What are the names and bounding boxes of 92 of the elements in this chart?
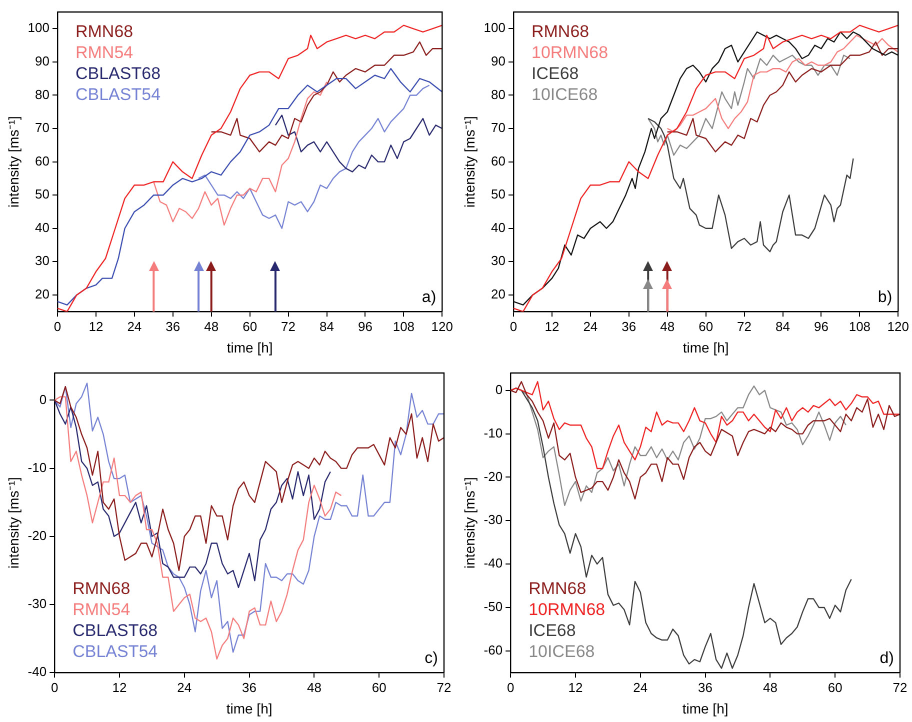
annotation: b)	[878, 289, 892, 306]
text: RMN54	[75, 43, 134, 62]
y-tick-label: 20	[35, 286, 50, 302]
y-tick-label: 70	[491, 120, 506, 136]
x-tick-label: 12	[568, 680, 583, 695]
x-tick-label: 12	[544, 318, 560, 334]
y-tick-label: 80	[35, 86, 50, 102]
x-tick-label: 48	[660, 318, 675, 334]
y-tick-label: 60	[491, 153, 506, 168]
text: 10ICE68	[531, 85, 598, 104]
x-tick-label: 84	[320, 318, 334, 334]
y-tick-label: 100	[28, 20, 50, 36]
x-tick-label: 36	[622, 318, 636, 334]
y-tick-label: -10	[28, 460, 47, 475]
text: RMN54	[72, 600, 130, 619]
y-tick-label: 70	[35, 120, 50, 136]
x-axis-title: time [h]	[226, 700, 272, 716]
x-tick-label: 84	[776, 318, 790, 334]
text: CBLAST54	[72, 642, 158, 661]
text: RMN68	[75, 22, 134, 42]
x-tick-label: 12	[88, 318, 104, 334]
y-tick-label: -40	[484, 556, 503, 571]
x-tick-label: 60	[242, 318, 258, 334]
y-tick-label: 60	[35, 153, 50, 168]
y-tick-label: -50	[484, 599, 503, 614]
x-tick-label: 24	[177, 680, 192, 695]
y-tick-label: 50	[491, 186, 506, 202]
x-tick-label: 108	[848, 318, 871, 334]
x-tick-label: 0	[54, 318, 62, 334]
x-tick-label: 96	[814, 318, 828, 334]
text: RMN68	[528, 578, 586, 598]
y-axis-title: intensity [ms⁻¹]	[461, 116, 478, 208]
x-tick-label: 120	[431, 318, 454, 334]
x-tick-label: 36	[242, 680, 257, 695]
text: 10RMN68	[531, 43, 608, 62]
y-tick-label: 50	[35, 186, 50, 202]
x-tick-label: 72	[436, 680, 452, 695]
y-tick-label: -10	[484, 425, 503, 440]
x-tick-label: 60	[698, 318, 714, 334]
y-tick-label: -30	[484, 512, 503, 528]
x-tick-label: 12	[112, 680, 127, 695]
y-axis-title: intensity [ms⁻¹]	[5, 116, 22, 208]
text: 10RMN68	[528, 600, 606, 619]
x-axis-title: time [h]	[682, 700, 728, 716]
y-tick-label: -40	[28, 664, 47, 680]
y-tick-label: 0	[495, 382, 503, 397]
text: ICE68	[528, 620, 576, 640]
annotation: d)	[880, 650, 894, 668]
x-tick-label: 0	[510, 318, 518, 334]
y-tick-label: 90	[491, 54, 506, 69]
y-axis-title: intensity [ms⁻¹]	[5, 477, 22, 568]
text: CBLAST68	[72, 620, 158, 640]
x-tick-label: 72	[892, 680, 908, 695]
x-tick-label: 36	[698, 680, 713, 695]
x-tick-label: 24	[633, 680, 648, 695]
y-tick-label: -20	[484, 468, 503, 484]
x-tick-label: 48	[762, 680, 778, 695]
x-tick-label: 72	[281, 318, 296, 334]
y-tick-label: 20	[491, 286, 506, 302]
y-tick-label: 40	[35, 220, 50, 235]
x-tick-label: 48	[204, 318, 219, 334]
text: CBLAST68	[75, 64, 161, 84]
y-tick-label: 80	[491, 86, 506, 102]
x-axis-title: time [h]	[682, 339, 729, 356]
x-tick-label: 120	[887, 318, 910, 334]
y-tick-label: 0	[39, 392, 47, 407]
x-axis-title: time [h]	[226, 339, 273, 356]
y-tick-label: 30	[491, 253, 506, 268]
x-tick-label: 24	[583, 318, 598, 334]
x-tick-label: 108	[392, 318, 415, 334]
text: CBLAST54	[75, 85, 161, 104]
text: RMN68	[531, 22, 590, 42]
x-tick-label: 36	[166, 318, 180, 334]
annotation: c)	[424, 650, 438, 668]
y-tick-label: -60	[484, 642, 503, 658]
y-tick-label: 100	[484, 20, 506, 36]
y-tick-label: 30	[35, 253, 50, 268]
annotation: a)	[422, 289, 436, 306]
x-tick-label: 72	[737, 318, 752, 334]
x-tick-label: 60	[828, 680, 842, 695]
x-tick-label: 96	[358, 318, 372, 334]
x-tick-label: 60	[372, 680, 386, 695]
y-axis-title: intensity [ms⁻¹]	[461, 477, 478, 568]
series-label: RMN68	[72, 578, 130, 598]
text: ICE68	[531, 64, 579, 84]
y-tick-label: -30	[28, 596, 47, 612]
y-tick-label: 40	[491, 220, 506, 235]
y-tick-label: 90	[35, 54, 50, 69]
text: 10ICE68	[528, 642, 595, 661]
y-tick-label: -20	[28, 528, 47, 543]
x-tick-label: 48	[306, 680, 322, 695]
x-tick-label: 24	[127, 318, 142, 334]
